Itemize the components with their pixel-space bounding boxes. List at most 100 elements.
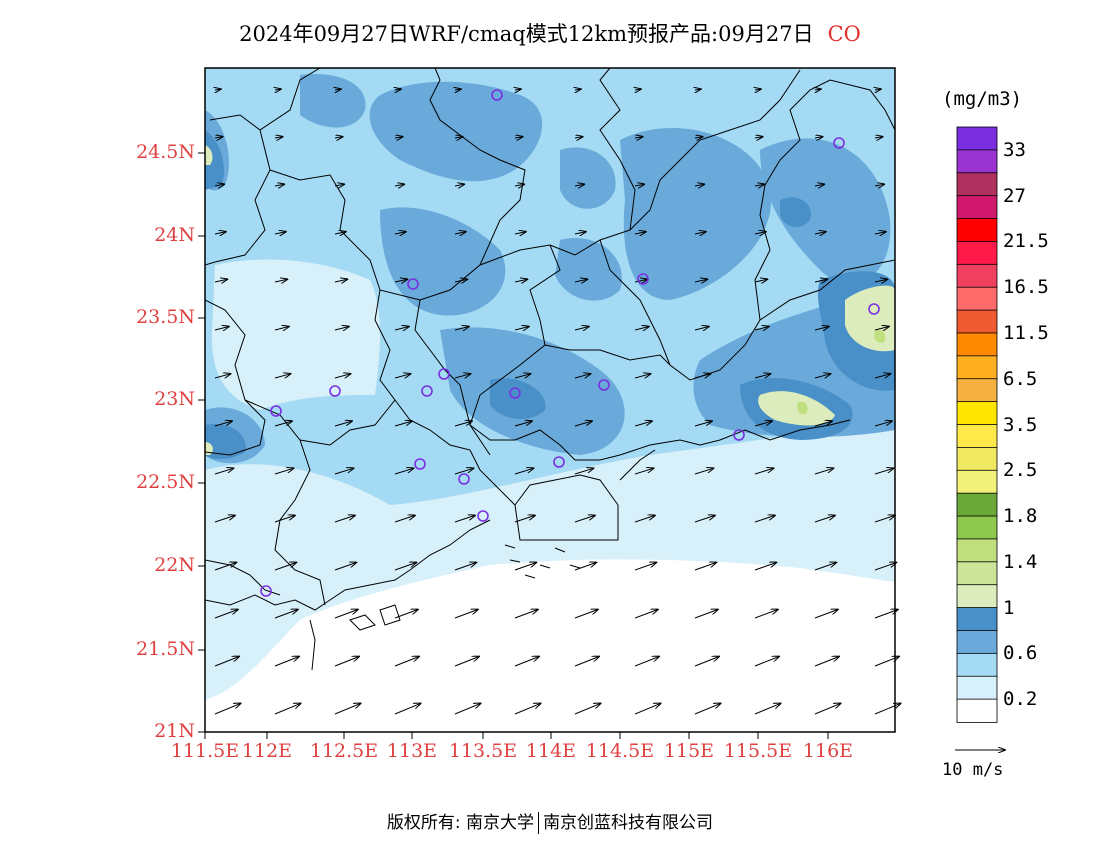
- wind-arrow: [814, 657, 839, 667]
- wind-arrow: [754, 610, 778, 619]
- wind-arrow: [634, 657, 659, 667]
- wind-arrow: [694, 327, 709, 331]
- wind-arrow: [394, 184, 404, 186]
- wind-arrow: [754, 137, 763, 138]
- wind-arrow: [815, 89, 821, 90]
- colorbar-tick-label: 0.2: [1003, 688, 1038, 711]
- species-label: CO: [827, 22, 861, 46]
- lon-tick-label: 116E: [802, 740, 854, 762]
- colorbar-swatch: [956, 561, 998, 586]
- wind-arrow: [454, 421, 472, 427]
- colorbar-swatch: [956, 195, 998, 220]
- wind-arrow: [694, 610, 718, 619]
- lat-tick-label: 24N: [154, 224, 195, 246]
- wind-arrow: [455, 89, 461, 90]
- tick-marks: [198, 152, 829, 739]
- wind-arrow: [874, 327, 889, 331]
- wind-arrow: [274, 563, 296, 571]
- colorbar-swatch: [956, 355, 998, 380]
- station-marker: [414, 458, 426, 470]
- colorbar-tick-label: 16.5: [1003, 276, 1049, 299]
- wind-arrow: [395, 89, 401, 90]
- colorbar-swatch: [956, 446, 998, 472]
- wind-arrow: [214, 657, 239, 667]
- wind-arrow: [754, 563, 776, 571]
- wind-arrow: [634, 232, 646, 234]
- wind-arrow: [394, 137, 403, 138]
- colorbar-swatch: [956, 630, 998, 655]
- map-title: 2024年09月27日WRF/cmaq模式12km预报产品:09月27日 CO: [0, 18, 1100, 48]
- station-marker: [491, 89, 503, 101]
- wind-arrow: [574, 610, 598, 619]
- wind-arrow: [454, 563, 476, 571]
- wind-arrow: [274, 232, 286, 234]
- wind-arrow: [814, 515, 835, 523]
- colorbar-swatch: [956, 584, 998, 609]
- station-marker: [421, 385, 433, 397]
- wind-arrow: [574, 327, 589, 331]
- wind-arrow: [634, 279, 647, 282]
- station-marker: [509, 387, 521, 399]
- wind-arrow: [634, 703, 661, 715]
- wind-arrow: [394, 232, 406, 234]
- wind-arrow: [394, 515, 415, 523]
- wind-arrow: [214, 515, 235, 523]
- colorbar-swatch: [956, 149, 998, 174]
- wind-arrow: [334, 657, 359, 667]
- footer: 版权所有: 南京大学 南京创蓝科技有限公司: [0, 808, 1100, 834]
- station-marker: [407, 278, 419, 290]
- wind-arrow: [874, 232, 886, 234]
- wind-arrow: [574, 563, 596, 571]
- lon-tick-label: 112.5E: [309, 740, 379, 762]
- lat-tick-label: 23.5N: [136, 306, 195, 328]
- wind-arrow: [574, 184, 584, 186]
- wind-arrow: [875, 89, 881, 90]
- wind-arrow: [754, 327, 769, 331]
- wind-arrow: [574, 374, 590, 378]
- wind-arrow: [514, 374, 530, 378]
- wind-arrow: [214, 232, 226, 234]
- wind-arrow: [334, 468, 353, 475]
- wind-arrow: [574, 232, 586, 234]
- station-marker: [438, 368, 450, 380]
- lon-tick-label: 111.5E: [170, 740, 240, 762]
- wind-arrow: [334, 374, 350, 378]
- colorbar-swatch: [956, 675, 998, 701]
- colorbar-swatch: [956, 286, 998, 311]
- wind-arrow: [454, 657, 479, 667]
- colorbar-swatch: [956, 263, 998, 289]
- wind-arrow: [634, 421, 652, 427]
- lon-tick-label: 115.5E: [723, 740, 793, 762]
- lat-tick-label: 22N: [154, 554, 195, 576]
- wind-arrow: [214, 279, 227, 282]
- wind-arrow: [814, 232, 826, 234]
- wind-arrow: [874, 374, 890, 378]
- concentration-field: [205, 68, 895, 732]
- station-marker: [260, 585, 272, 597]
- wind-arrow: [874, 184, 884, 186]
- station-marker: [458, 473, 470, 485]
- wind-arrow: [754, 515, 775, 523]
- wind-vectors: [214, 89, 901, 715]
- lon-tick-label: 113.5E: [448, 740, 518, 762]
- wind-arrow: [574, 657, 599, 667]
- wind-arrow: [335, 89, 341, 90]
- wind-arrow: [874, 515, 895, 523]
- wind-arrow: [634, 374, 650, 378]
- wind-arrow: [754, 279, 767, 282]
- colorbar-tick-label: 2.5: [1003, 459, 1038, 482]
- wind-arrow: [514, 421, 532, 427]
- wind-arrow: [334, 610, 358, 619]
- wind-arrow: [754, 703, 781, 715]
- wind-arrow: [694, 374, 710, 378]
- wind-arrow: [814, 703, 841, 715]
- wind-arrow: [454, 279, 467, 282]
- wind-arrow: [574, 279, 587, 282]
- wind-arrow: [454, 515, 475, 523]
- wind-arrow: [574, 515, 595, 523]
- company-text: 南京创蓝科技有限公司: [543, 813, 714, 833]
- colorbar-swatch: [956, 172, 998, 197]
- wind-arrow: [334, 184, 344, 186]
- wind-arrow: [214, 327, 229, 331]
- wind-arrow: [634, 563, 656, 571]
